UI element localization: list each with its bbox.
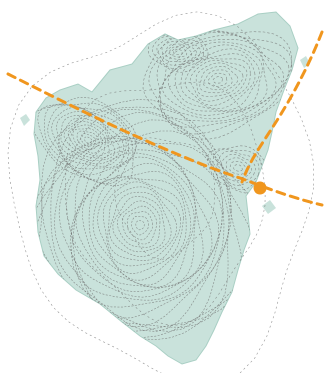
contour-line — [97, 178, 184, 274]
islet — [20, 114, 30, 126]
contour-line — [54, 137, 225, 327]
contour-line — [58, 135, 224, 319]
waypoint-marker[interactable] — [253, 181, 267, 195]
contour-line — [47, 104, 130, 176]
contour-line — [117, 200, 161, 248]
outer-contour-lines — [7, 11, 315, 373]
contour-line — [63, 121, 110, 159]
contour-line — [56, 110, 125, 167]
contour-line — [66, 138, 223, 308]
route-line — [6, 72, 324, 207]
contour-line — [148, 29, 292, 135]
contour-line — [51, 107, 127, 170]
contour-line — [76, 130, 100, 151]
contour-line — [65, 81, 266, 327]
contour-line — [102, 181, 182, 267]
island-landmass — [33, 11, 299, 365]
contour-line — [84, 136, 93, 144]
contour-line — [60, 117, 116, 162]
contour-line — [164, 43, 193, 60]
contour-line — [161, 40, 197, 63]
contour-line — [167, 44, 263, 112]
contour-line — [203, 69, 233, 91]
contour-line — [135, 220, 145, 231]
contour-line — [173, 49, 183, 55]
contour-line — [159, 39, 277, 120]
contour-line — [34, 109, 243, 332]
contour-line — [34, 106, 255, 338]
contour-line — [168, 46, 188, 58]
contour-line — [122, 205, 158, 245]
contour-line — [88, 171, 192, 286]
contour-line — [50, 130, 230, 332]
contour-line — [34, 112, 232, 328]
contour-line — [82, 162, 195, 288]
contour-line — [58, 115, 121, 165]
contour-line — [67, 124, 106, 157]
contour-line — [195, 62, 244, 98]
contour-line — [151, 35, 204, 70]
contour-line — [109, 191, 172, 258]
contour-line — [37, 102, 137, 185]
contour-line — [69, 149, 213, 298]
contour-line — [233, 164, 243, 172]
contour-line — [71, 152, 204, 293]
contour-line — [156, 37, 201, 66]
contour-line — [72, 128, 104, 154]
contour-line — [112, 196, 166, 253]
contour-line — [44, 103, 134, 181]
islet — [262, 200, 276, 214]
contour-line — [107, 186, 177, 261]
contour-line — [229, 161, 248, 175]
contour-line — [184, 58, 251, 106]
contour-line — [41, 119, 233, 332]
contour-line — [7, 11, 315, 373]
contour-line — [162, 41, 268, 116]
contour-line — [80, 133, 96, 147]
contour-line — [190, 59, 248, 102]
contour-line — [71, 143, 219, 301]
contour-line — [199, 66, 239, 94]
contour-line — [75, 156, 196, 288]
contour-line — [92, 176, 187, 281]
contour-line — [206, 145, 268, 194]
contour-line — [131, 215, 149, 236]
contour-lines — [34, 29, 293, 340]
contour-line — [34, 97, 138, 186]
contour-line — [180, 53, 256, 110]
contour-line — [174, 48, 260, 111]
contour-line — [148, 34, 209, 73]
branch-route-line — [240, 30, 324, 184]
